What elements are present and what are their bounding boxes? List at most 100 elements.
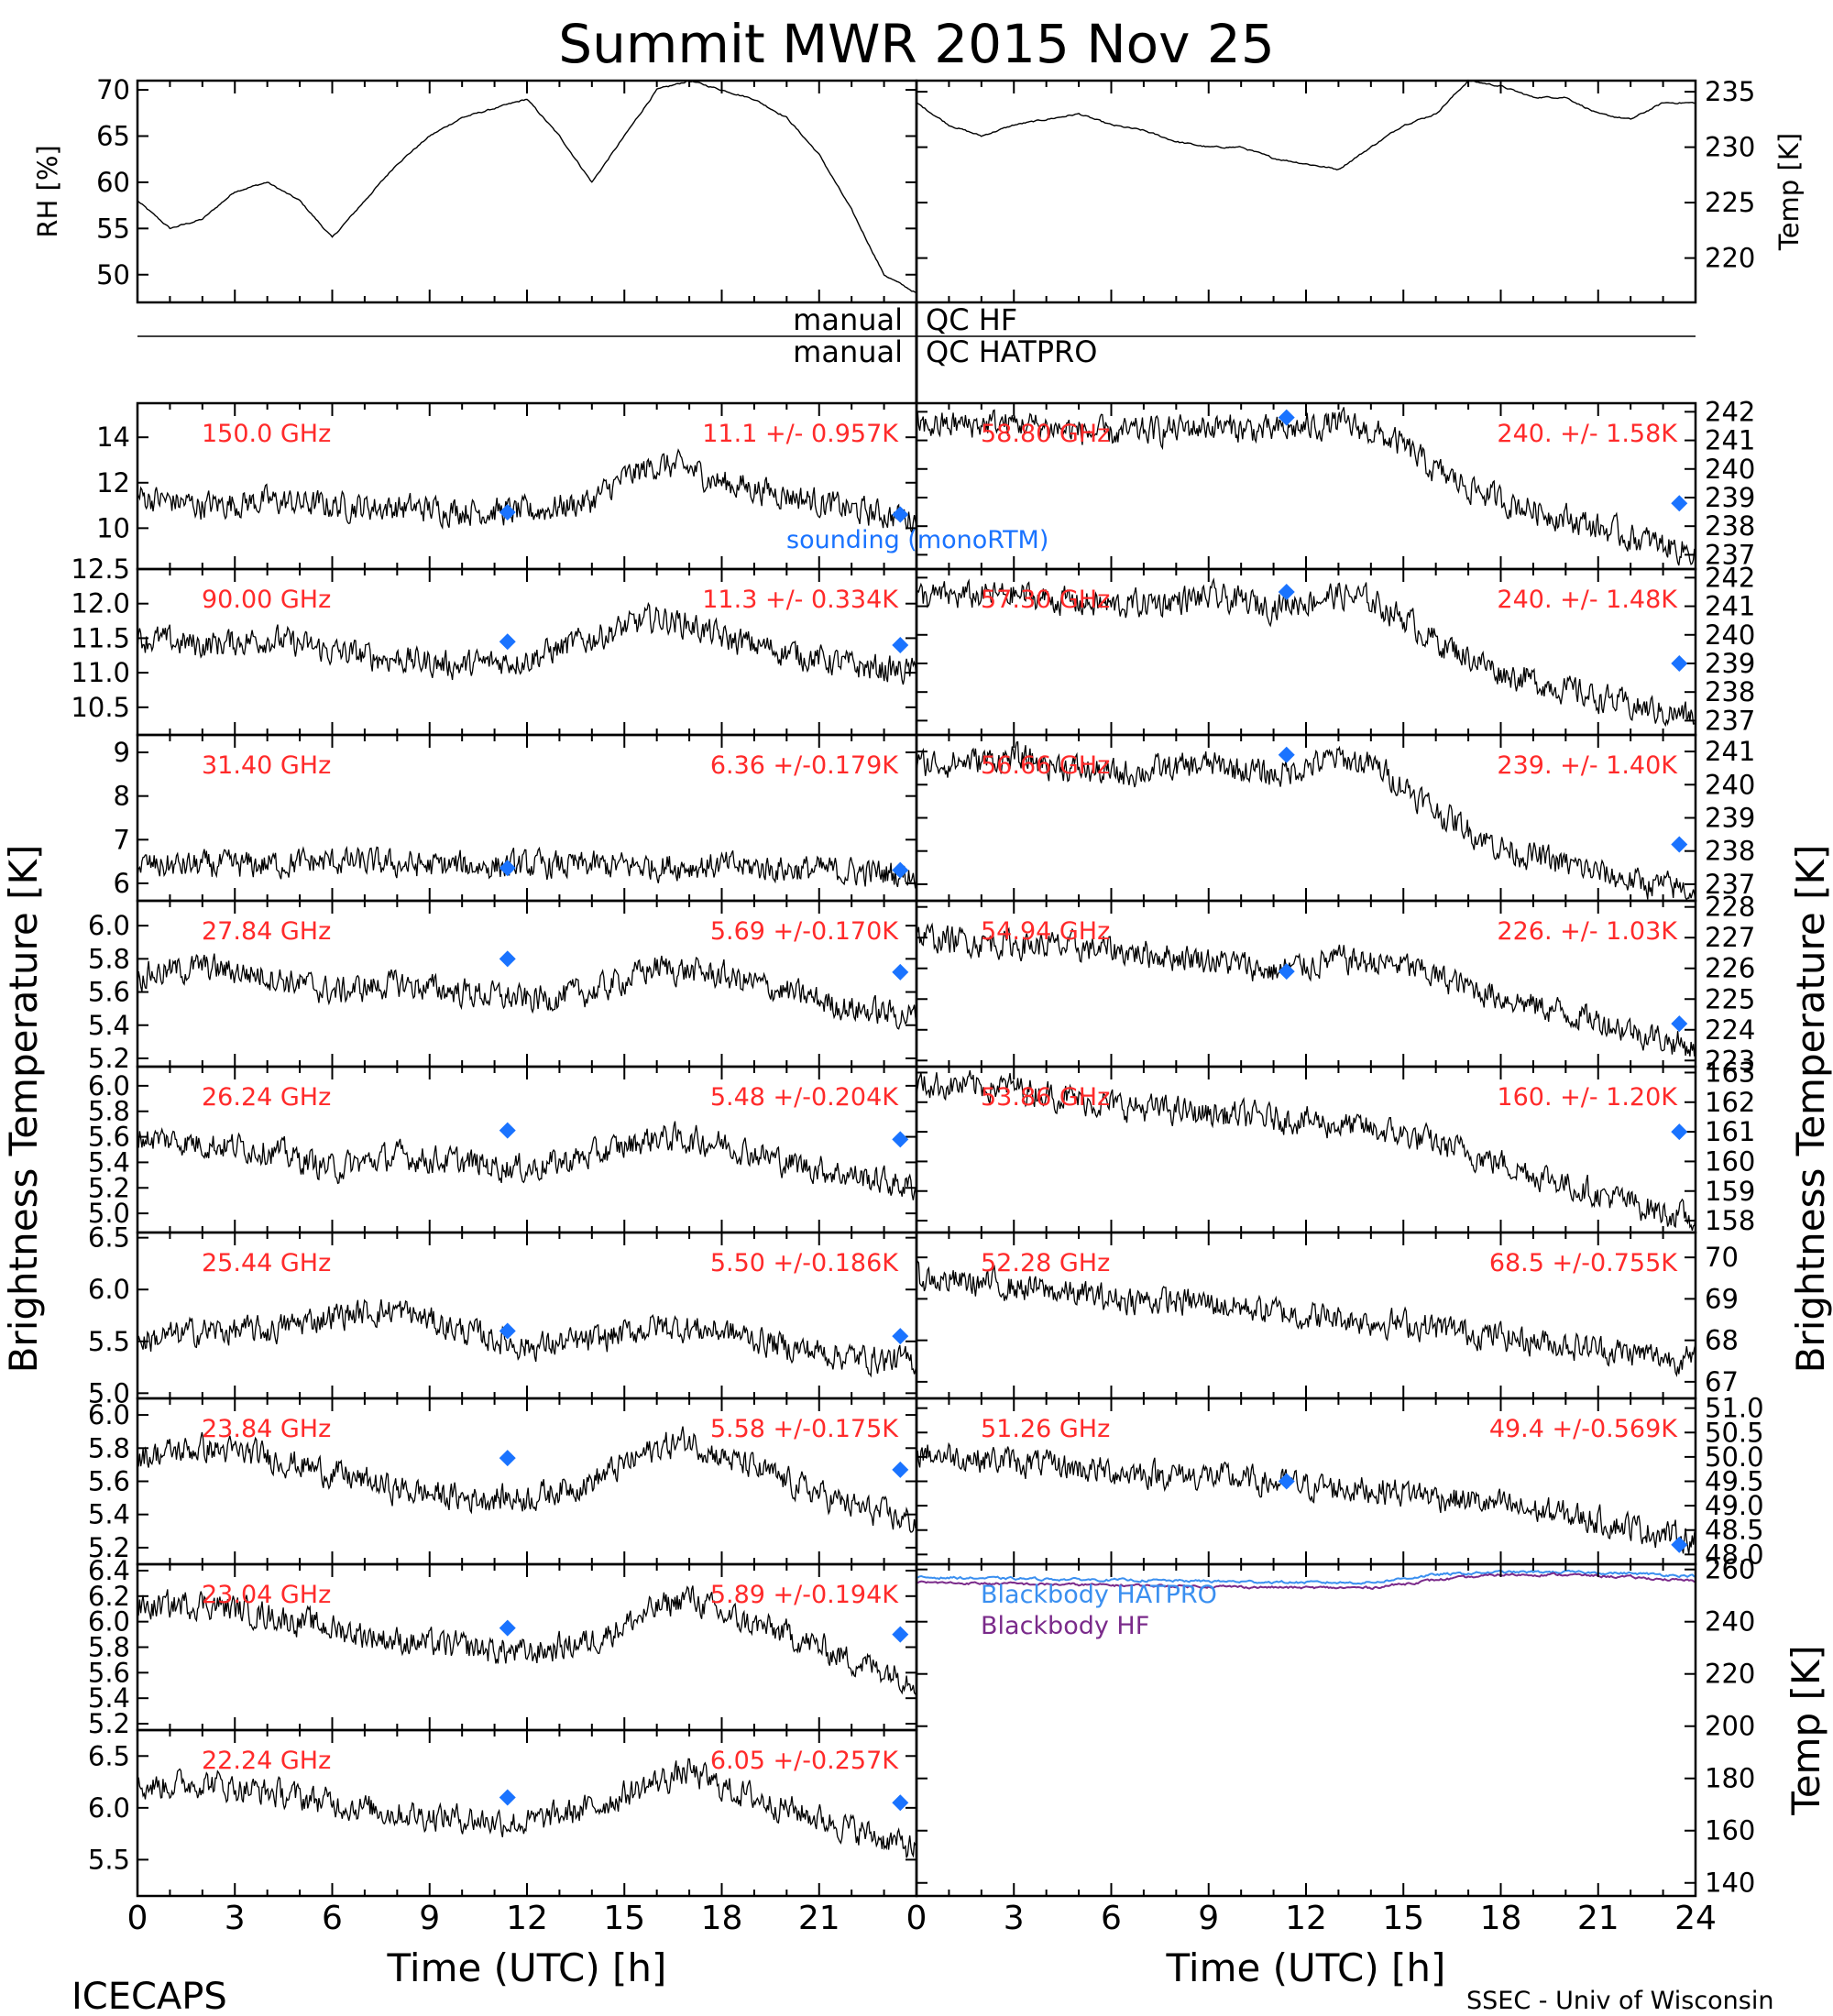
ch23_0-ytick-label: 6.0 <box>88 1606 130 1638</box>
x-tick-label-left: 21 <box>798 1900 840 1937</box>
ch56_6-ytick-label: 237 <box>1705 869 1755 900</box>
qc-hf-manual-label: manual <box>793 302 903 337</box>
x-tick-label-right: 12 <box>1285 1900 1327 1937</box>
ch56_6-ytick-label: 239 <box>1705 803 1755 834</box>
x-tick-label-left: 6 <box>322 1900 343 1937</box>
blackbody-ytick-label: 240 <box>1705 1606 1755 1638</box>
ch31-sounding-point <box>892 861 909 879</box>
ch31-ytick-label: 8 <box>114 781 130 812</box>
ch150-ytick-label: 12 <box>96 467 130 499</box>
temp-ytick-label: 235 <box>1705 76 1755 107</box>
ch27-sounding-point <box>499 950 516 968</box>
ch57_3-trace <box>916 577 1696 728</box>
ch150-ytick-label: 14 <box>96 422 130 453</box>
ch53_8-ytick-label: 163 <box>1705 1057 1755 1088</box>
ch27-ytick-label: 5.6 <box>88 977 130 1008</box>
left-ylabel: Brightness Temperature [K] <box>1 845 46 1374</box>
temp-ytick-label: 230 <box>1705 132 1755 163</box>
ch90-ytick-label: 11.5 <box>71 622 130 653</box>
ch54_9-sounding-point <box>1278 963 1295 981</box>
ch25-freq-label: 25.44 GHz <box>202 1249 331 1277</box>
ch26-sounding-point <box>499 1122 516 1139</box>
ch23_0-stat-label: 5.89 +/-0.194K <box>710 1581 899 1609</box>
ch54_9-stat-label: 226. +/- 1.03K <box>1497 917 1678 946</box>
ch31-ytick-label: 9 <box>114 737 130 768</box>
blackbody-hatpro-legend: Blackbody HATPRO <box>981 1581 1217 1609</box>
ch150-stat-label: 11.1 +/- 0.957K <box>702 420 899 448</box>
ch23_8-sounding-point <box>892 1461 909 1478</box>
ch23_8-ytick-label: 5.6 <box>88 1466 130 1497</box>
ch23_0-ytick-label: 5.6 <box>88 1657 130 1688</box>
x-tick-label-right: 0 <box>906 1900 927 1937</box>
ch90-ytick-label: 12.0 <box>71 588 130 619</box>
ch27-ytick-label: 6.0 <box>88 910 130 941</box>
ch31-trace <box>137 845 917 889</box>
ch57_3-ytick-label: 242 <box>1705 562 1755 593</box>
x-tick-label-left: 18 <box>701 1900 743 1937</box>
rh-ytick-label: 55 <box>96 213 130 244</box>
ch53_8-ytick-label: 162 <box>1705 1087 1755 1118</box>
ch31-sounding-point <box>499 860 516 877</box>
blackbody-hf-legend: Blackbody HF <box>981 1612 1149 1640</box>
ch57_3-ytick-label: 237 <box>1705 705 1755 736</box>
ch25-sounding-point <box>499 1322 516 1340</box>
ch90-stat-label: 11.3 +/- 0.334K <box>702 586 899 614</box>
ch25-ytick-label: 5.0 <box>88 1377 130 1408</box>
x-tick-label-left: 0 <box>127 1900 148 1937</box>
x-tick-label-right: 9 <box>1198 1900 1219 1937</box>
ch23_8-ytick-label: 5.8 <box>88 1432 130 1463</box>
ch53_8-sounding-point <box>1671 1123 1688 1141</box>
ch26-ytick-label: 5.4 <box>88 1146 130 1178</box>
blackbody-ytick-label: 180 <box>1705 1763 1755 1794</box>
ch22-ytick-label: 6.5 <box>88 1740 130 1771</box>
ch54_9-ytick-label: 227 <box>1705 922 1755 953</box>
ch26-ytick-label: 5.2 <box>88 1172 130 1203</box>
ch57_3-ytick-label: 241 <box>1705 591 1755 622</box>
ch56_6-sounding-point <box>1671 836 1688 853</box>
ch23_8-ytick-label: 5.2 <box>88 1532 130 1563</box>
ch25-trace <box>137 1298 917 1378</box>
ch23_8-ytick-label: 5.4 <box>88 1499 130 1530</box>
ch31-ytick-label: 7 <box>114 824 130 855</box>
blackbody-series-0 <box>916 1569 1696 1585</box>
blackbody-ytick-label: 160 <box>1705 1815 1755 1846</box>
ch51_3-sounding-point <box>1278 1473 1295 1490</box>
x-tick-label-left: 12 <box>506 1900 548 1937</box>
ch58_8-ytick-label: 240 <box>1705 454 1755 485</box>
temp-axis-label: Temp [K] <box>1773 133 1805 251</box>
ch58_8-ytick-label: 239 <box>1705 482 1755 513</box>
ch90-sounding-point <box>499 633 516 651</box>
ch51_3-ytick-label: 49.5 <box>1705 1466 1764 1497</box>
ch31-freq-label: 31.40 GHz <box>202 751 331 780</box>
ch56_6-freq-label: 56.66 GHz <box>981 751 1110 780</box>
ch23_8-ytick-label: 6.0 <box>88 1399 130 1430</box>
ch90-sounding-point <box>892 636 909 653</box>
blackbody-ytick-label: 140 <box>1705 1868 1755 1899</box>
temp-panel-frame <box>915 79 1697 304</box>
ch23_0-sounding-point <box>892 1626 909 1643</box>
ch57_3-ytick-label: 240 <box>1705 619 1755 651</box>
ch51_3-ytick-label: 48.0 <box>1705 1539 1764 1570</box>
ch90-trace <box>137 601 917 685</box>
x-axis-label-right: Time (UTC) [h] <box>1166 1945 1446 1990</box>
ch52_3-ytick-label: 67 <box>1705 1366 1739 1397</box>
ch54_9-freq-label: 54.94 GHz <box>981 917 1110 946</box>
x-tick-label-right: 21 <box>1577 1900 1619 1937</box>
right-ylabel: Brightness Temperature [K] <box>1788 845 1833 1374</box>
ch23_0-ytick-label: 5.2 <box>88 1708 130 1739</box>
x-tick-label-left: 15 <box>603 1900 645 1937</box>
rh-ytick-label: 60 <box>96 167 130 198</box>
figure-title: Summit MWR 2015 Nov 25 <box>558 13 1274 75</box>
rh-ytick-label: 65 <box>96 121 130 152</box>
ch52_3-stat-label: 68.5 +/-0.755K <box>1489 1249 1678 1277</box>
ch25-sounding-point <box>892 1328 909 1345</box>
ch56_6-trace <box>916 740 1696 902</box>
ch52_3-ytick-label: 70 <box>1705 1242 1739 1273</box>
ch90-ytick-label: 10.5 <box>71 692 130 723</box>
ch54_9-ytick-label: 224 <box>1705 1014 1755 1046</box>
temp-ytick-label: 225 <box>1705 187 1755 218</box>
ch26-stat-label: 5.48 +/-0.204K <box>710 1083 899 1112</box>
ch54_9-ytick-label: 228 <box>1705 892 1755 923</box>
ch25-ytick-label: 6.5 <box>88 1222 130 1254</box>
